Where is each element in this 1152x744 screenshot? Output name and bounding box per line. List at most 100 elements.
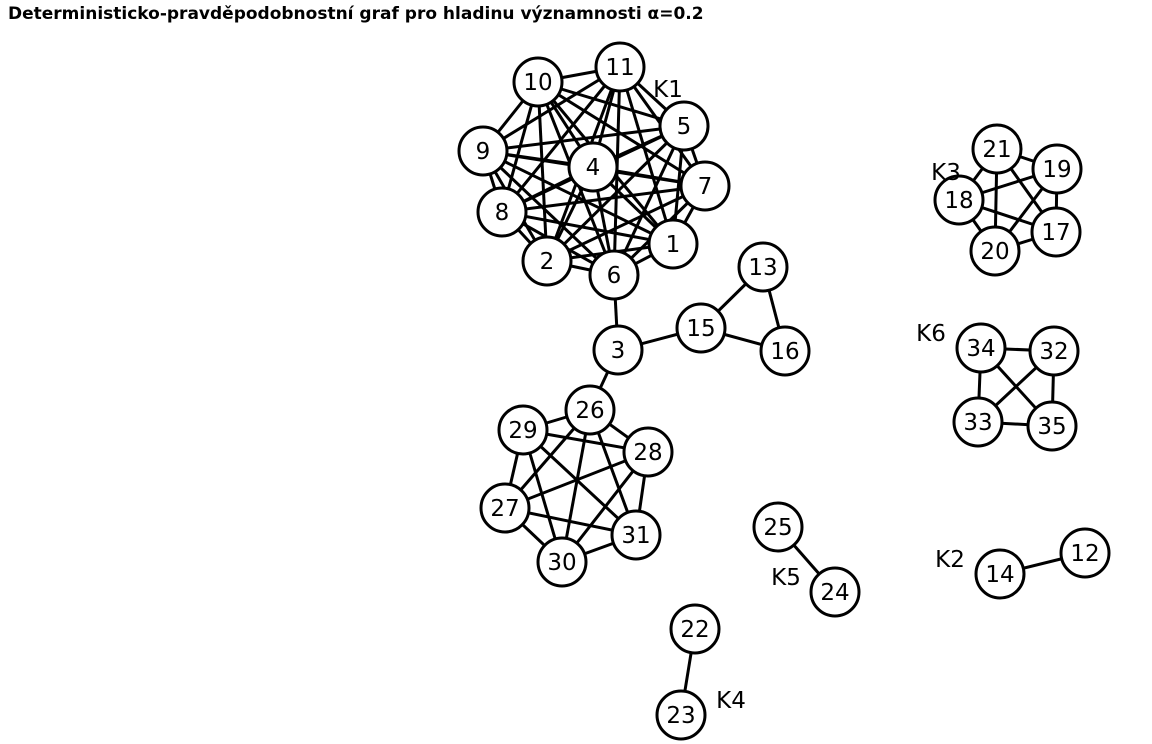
node-circle	[752, 501, 804, 553]
node-31: 31	[610, 509, 662, 561]
node-8: 8	[476, 186, 528, 238]
node-circle	[594, 41, 646, 93]
node-layer: 1234567891011121314151617181920212223242…	[457, 41, 1111, 741]
node-circle	[971, 123, 1023, 175]
edge-1-8	[501, 210, 674, 246]
node-label: 30	[547, 550, 576, 576]
node-label: 6	[607, 263, 622, 289]
edge-7-8	[501, 184, 706, 214]
node-1: 1	[647, 218, 699, 270]
node-circle	[1028, 325, 1080, 377]
node-circle	[564, 384, 616, 436]
node-circle	[955, 322, 1007, 374]
node-label: 28	[633, 440, 662, 466]
node-circle	[588, 249, 640, 301]
node-label: 18	[944, 188, 973, 214]
node-circle	[476, 186, 528, 238]
edge-8-11	[500, 66, 622, 213]
node-label: 27	[490, 496, 519, 522]
node-circle	[669, 603, 721, 655]
edge-2-10	[536, 81, 549, 262]
cluster-label-layer: K1 K2 K3 K4 K5 K6	[653, 77, 965, 714]
node-circle	[1059, 527, 1111, 579]
node-label: 29	[508, 418, 537, 444]
node-25: 25	[752, 501, 804, 553]
node-label: 20	[980, 239, 1009, 265]
node-circle	[1030, 206, 1082, 258]
node-label: 31	[621, 523, 650, 549]
node-label: 24	[820, 580, 849, 606]
edge-26-30	[560, 409, 592, 563]
node-label: 14	[985, 562, 1014, 588]
node-circle	[1026, 400, 1078, 452]
edge-9-11	[482, 65, 621, 153]
node-label: 9	[476, 139, 491, 165]
node-16: 16	[759, 325, 811, 377]
node-13: 13	[737, 241, 789, 293]
node-32: 32	[1028, 325, 1080, 377]
node-19: 19	[1031, 143, 1083, 195]
node-circle	[647, 218, 699, 270]
edge-6-9	[481, 149, 616, 277]
cluster-label-k5: K5	[771, 565, 801, 591]
node-label: 8	[495, 200, 510, 226]
node-circle	[759, 325, 811, 377]
node-28: 28	[622, 426, 674, 478]
edge-1-11	[618, 66, 675, 245]
node-label: 7	[698, 174, 713, 200]
node-label: 3	[611, 338, 626, 364]
node-10: 10	[512, 56, 564, 108]
node-23: 23	[655, 689, 707, 741]
node-24: 24	[809, 566, 861, 618]
node-18: 18	[933, 174, 985, 226]
cluster-label-k4: K4	[716, 688, 746, 714]
node-35: 35	[1026, 400, 1078, 452]
cluster-label-k6: K6	[916, 321, 946, 347]
node-circle	[809, 566, 861, 618]
node-label: 21	[982, 137, 1011, 163]
node-label: 5	[677, 114, 692, 140]
node-5: 5	[658, 100, 710, 152]
node-label: 16	[770, 339, 799, 365]
node-label: 32	[1039, 339, 1068, 365]
node-circle	[952, 396, 1004, 448]
node-label: 33	[963, 410, 992, 436]
node-33: 33	[952, 396, 1004, 448]
node-label: 13	[748, 255, 777, 281]
node-circle	[679, 160, 731, 212]
node-circle	[737, 241, 789, 293]
graph-title: Deterministicko-pravděpodobnostní graf p…	[8, 4, 704, 24]
node-14: 14	[974, 548, 1026, 600]
cluster-label-k2: K2	[935, 547, 965, 573]
node-17: 17	[1030, 206, 1082, 258]
edge-2-7	[546, 184, 706, 263]
node-21: 21	[971, 123, 1023, 175]
node-27: 27	[479, 482, 531, 534]
node-label: 17	[1041, 220, 1070, 246]
node-20: 20	[969, 225, 1021, 277]
edge-29-31	[521, 428, 638, 537]
node-circle	[479, 482, 531, 534]
node-3: 3	[592, 324, 644, 376]
node-circle	[536, 536, 588, 588]
node-label: 25	[763, 515, 792, 541]
node-circle	[521, 235, 573, 287]
node-circle	[567, 141, 619, 193]
node-circle	[658, 100, 710, 152]
node-label: 4	[586, 155, 601, 181]
node-6: 6	[588, 249, 640, 301]
node-4: 4	[567, 141, 619, 193]
node-circle	[622, 426, 674, 478]
edge-5-6	[612, 125, 686, 276]
node-label: 23	[666, 703, 695, 729]
node-label: 15	[686, 316, 715, 342]
node-circle	[610, 509, 662, 561]
node-label: 26	[575, 398, 604, 424]
node-circle	[457, 125, 509, 177]
cluster-label-k1: K1	[653, 77, 683, 103]
node-circle	[497, 404, 549, 456]
node-12: 12	[1059, 527, 1111, 579]
node-circle	[592, 324, 644, 376]
node-label: 11	[605, 55, 634, 81]
